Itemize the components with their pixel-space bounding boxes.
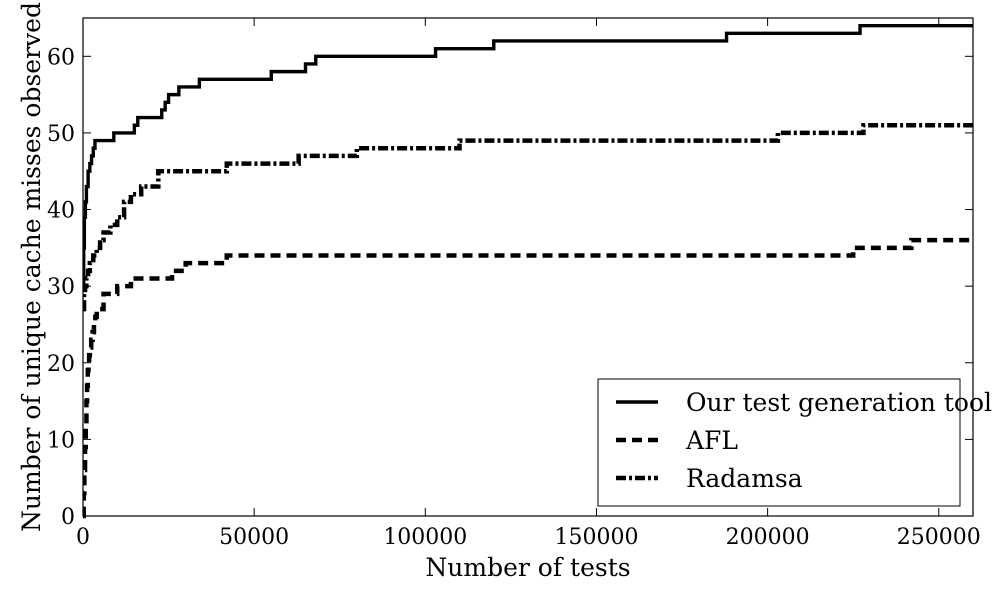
series-line-1 bbox=[83, 23, 973, 288]
legend-label-1: Our test generation tool bbox=[686, 388, 992, 417]
plot-frame bbox=[82, 17, 974, 517]
legend-box bbox=[597, 378, 961, 507]
x-tick-label: 100000 bbox=[383, 525, 467, 550]
y-tick-label: 60 bbox=[47, 45, 75, 70]
y-axis-label: Number of unique cache misses observed bbox=[17, 2, 46, 532]
plot-area bbox=[83, 23, 973, 519]
x-tick-label: 200000 bbox=[726, 525, 810, 550]
x-tick-label: 150000 bbox=[554, 525, 638, 550]
y-tick-label: 10 bbox=[47, 428, 75, 453]
x-axis-label: Number of tests bbox=[425, 553, 630, 582]
legend: Our test generation tool AFL Radamsa bbox=[597, 378, 992, 507]
y-tick-label: 0 bbox=[61, 505, 75, 530]
legend-label-3: Radamsa bbox=[686, 464, 803, 493]
y-tick-label: 40 bbox=[47, 199, 75, 224]
x-tick-label: 50000 bbox=[219, 525, 289, 550]
x-axis-ticks: 0 50000 100000 150000 200000 250000 bbox=[76, 18, 981, 550]
y-tick-label: 50 bbox=[47, 122, 75, 147]
y-tick-label: 30 bbox=[47, 275, 75, 300]
series-line-3 bbox=[83, 123, 973, 312]
series-line-2 bbox=[83, 237, 973, 519]
x-tick-label: 250000 bbox=[897, 525, 981, 550]
x-tick-label: 0 bbox=[76, 525, 90, 550]
y-tick-label: 20 bbox=[47, 352, 75, 377]
y-axis-ticks: 0 10 20 30 40 50 60 bbox=[47, 45, 973, 530]
legend-label-2: AFL bbox=[685, 426, 738, 455]
